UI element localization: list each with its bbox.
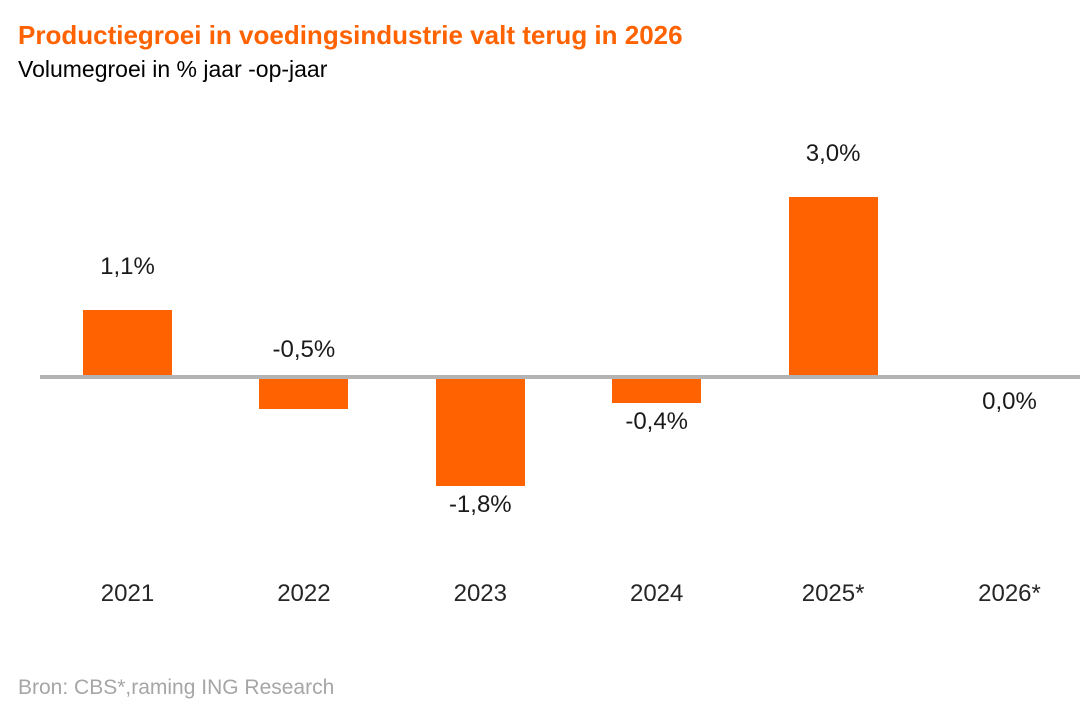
x-axis-tick-label-2021: 2021 <box>100 580 155 607</box>
x-axis-tick-label-2023: 2023 <box>453 580 507 607</box>
x-axis-line <box>40 375 1080 379</box>
bar-2023 <box>435 379 525 486</box>
value-label-2024: -0,4% <box>625 407 689 435</box>
value-label-2022: -0,5% <box>272 336 336 363</box>
source-note: Bron: CBS*,raming ING Research <box>18 676 335 699</box>
x-axis-tick-label-2025: 2025* <box>801 580 865 607</box>
chart-subtitle: Volumegroei in % jaar -op-jaar <box>18 56 328 82</box>
value-label-2025: 3,0% <box>805 140 861 168</box>
bar-2025 <box>788 197 878 375</box>
x-axis-tick-label-2026: 2026* <box>978 580 1041 607</box>
bar-2022 <box>259 379 349 409</box>
bar-2024 <box>612 379 702 403</box>
chart-title: Productiegroei in voedingsindustrie valt… <box>18 20 683 50</box>
bar-2021 <box>83 309 172 375</box>
value-label-2023: -1,8% <box>448 490 512 518</box>
x-axis-tick-label-2024: 2024 <box>629 580 684 607</box>
value-label-2026: 0,0% <box>982 388 1037 415</box>
value-label-2021: 1,1% <box>100 252 155 280</box>
x-axis-tick-label-2022: 2022 <box>277 580 331 607</box>
